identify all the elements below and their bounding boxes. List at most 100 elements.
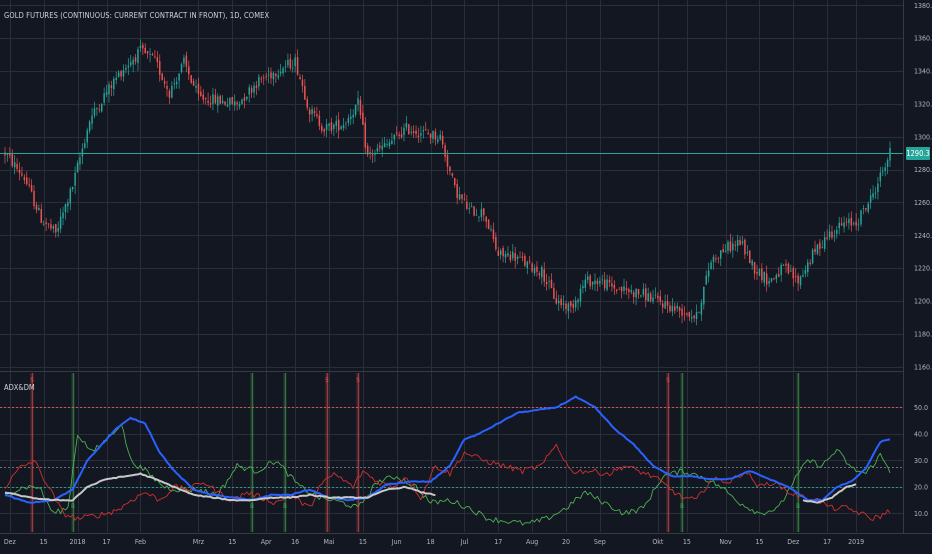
indicator-lines[interactable]: [4, 395, 891, 526]
candle[interactable]: [889, 141, 891, 168]
candle[interactable]: [74, 166, 76, 194]
candle[interactable]: [246, 96, 248, 102]
candle[interactable]: [698, 311, 700, 314]
candle[interactable]: [403, 123, 405, 142]
candle[interactable]: [166, 80, 168, 97]
candle[interactable]: [175, 77, 178, 89]
candle[interactable]: [30, 179, 33, 193]
candle[interactable]: [487, 219, 490, 230]
candle[interactable]: [405, 115, 408, 131]
candle[interactable]: [84, 138, 86, 150]
candle[interactable]: [132, 56, 134, 73]
candle[interactable]: [843, 216, 845, 233]
candle[interactable]: [541, 265, 543, 285]
candle[interactable]: [613, 280, 616, 295]
candle[interactable]: [599, 276, 601, 287]
candle[interactable]: [88, 119, 91, 134]
candle[interactable]: [429, 133, 432, 145]
candle[interactable]: [736, 234, 739, 253]
candle[interactable]: [545, 273, 548, 291]
candle[interactable]: [753, 261, 756, 280]
candle[interactable]: [313, 107, 316, 117]
candle[interactable]: [746, 245, 749, 256]
candle[interactable]: [13, 155, 16, 175]
candle[interactable]: [62, 206, 64, 226]
candle[interactable]: [357, 90, 359, 112]
price-candles[interactable]: [4, 39, 891, 326]
candle[interactable]: [40, 203, 43, 224]
candle[interactable]: [620, 286, 623, 299]
candle[interactable]: [867, 201, 869, 214]
candle[interactable]: [386, 139, 388, 148]
candle[interactable]: [400, 126, 403, 139]
candle[interactable]: [55, 223, 57, 238]
candle[interactable]: [799, 275, 802, 289]
candle[interactable]: [787, 262, 790, 275]
candle[interactable]: [715, 254, 717, 263]
candle[interactable]: [267, 67, 270, 84]
candle[interactable]: [6, 152, 9, 162]
candle[interactable]: [879, 166, 882, 188]
candle[interactable]: [420, 125, 422, 143]
candle[interactable]: [591, 281, 594, 290]
candle[interactable]: [11, 149, 14, 168]
candle[interactable]: [659, 289, 662, 305]
candle[interactable]: [262, 74, 265, 86]
candle[interactable]: [768, 277, 770, 288]
candle[interactable]: [516, 254, 519, 265]
candle[interactable]: [780, 262, 782, 282]
candle[interactable]: [287, 53, 289, 68]
price-axis[interactable]: 1160.0 1180.0 1200.0 1220.0 1240.0 1260.0 1280…: [914, 2, 932, 371]
candle[interactable]: [589, 274, 591, 290]
candle[interactable]: [168, 88, 171, 105]
candle[interactable]: [695, 304, 698, 326]
time-axis[interactable]: Dez 15 2018 17 Feb Mrz 15 Apr 16 Mai 15 Jun 18 Jul 17 A…: [4, 538, 864, 546]
candle[interactable]: [756, 264, 758, 281]
candle[interactable]: [233, 94, 236, 111]
candle[interactable]: [171, 81, 173, 99]
candle[interactable]: [724, 244, 727, 253]
candle[interactable]: [654, 287, 657, 299]
candle[interactable]: [69, 186, 72, 211]
candle[interactable]: [23, 174, 26, 185]
candle[interactable]: [594, 273, 596, 292]
candle[interactable]: [200, 86, 202, 98]
candle[interactable]: [9, 147, 11, 159]
candle[interactable]: [451, 172, 454, 179]
candle[interactable]: [884, 162, 886, 177]
candle[interactable]: [294, 53, 296, 73]
candle[interactable]: [415, 125, 417, 139]
candle[interactable]: [790, 264, 792, 272]
candle[interactable]: [241, 98, 243, 105]
candle[interactable]: [16, 158, 18, 172]
candle[interactable]: [52, 224, 55, 233]
candle[interactable]: [761, 263, 763, 284]
candle[interactable]: [584, 274, 587, 292]
candle[interactable]: [466, 194, 468, 211]
candle[interactable]: [630, 284, 633, 295]
candle[interactable]: [366, 142, 369, 158]
candle[interactable]: [586, 271, 589, 284]
candle[interactable]: [379, 141, 381, 152]
candle[interactable]: [661, 299, 664, 314]
candle[interactable]: [722, 243, 724, 253]
candle[interactable]: [785, 259, 787, 273]
candle[interactable]: [632, 290, 635, 304]
candle[interactable]: [311, 105, 313, 122]
candle[interactable]: [308, 107, 311, 123]
candle[interactable]: [347, 114, 350, 127]
candle[interactable]: [642, 283, 645, 298]
candle[interactable]: [485, 215, 487, 229]
candle[interactable]: [50, 218, 52, 231]
candle[interactable]: [265, 72, 267, 81]
candle[interactable]: [98, 103, 101, 113]
candle[interactable]: [504, 250, 507, 264]
indicator-axis[interactable]: 10.0 20.0 30.0 40.0 50.0: [914, 404, 928, 518]
candle[interactable]: [526, 260, 529, 275]
candle[interactable]: [391, 132, 393, 145]
candle[interactable]: [683, 306, 686, 321]
candle[interactable]: [369, 146, 371, 160]
candle[interactable]: [773, 277, 775, 281]
candle[interactable]: [836, 225, 838, 239]
